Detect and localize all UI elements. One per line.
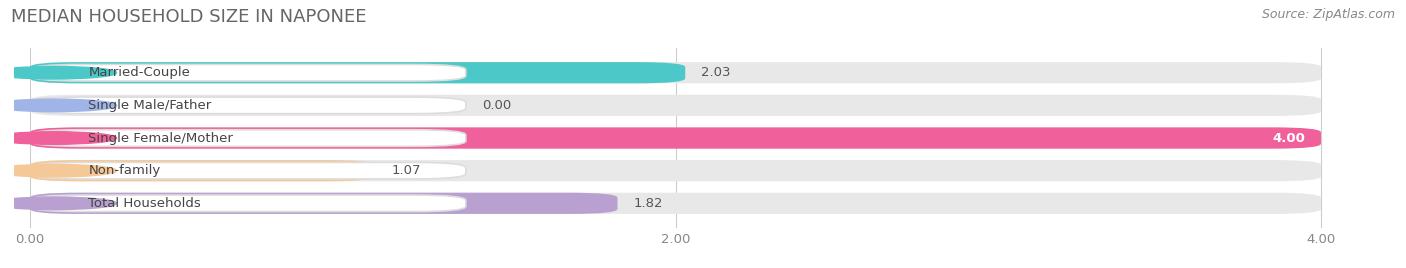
FancyBboxPatch shape	[30, 95, 1322, 116]
Text: MEDIAN HOUSEHOLD SIZE IN NAPONEE: MEDIAN HOUSEHOLD SIZE IN NAPONEE	[11, 8, 367, 26]
Text: 2.03: 2.03	[702, 66, 731, 79]
FancyBboxPatch shape	[30, 64, 465, 81]
FancyBboxPatch shape	[30, 160, 1322, 181]
Circle shape	[0, 164, 117, 177]
FancyBboxPatch shape	[30, 195, 465, 212]
Text: Source: ZipAtlas.com: Source: ZipAtlas.com	[1261, 8, 1395, 21]
Circle shape	[0, 197, 117, 210]
Circle shape	[0, 132, 117, 144]
Text: 4.00: 4.00	[1272, 132, 1305, 144]
Text: Single Male/Father: Single Male/Father	[89, 99, 211, 112]
FancyBboxPatch shape	[30, 193, 1322, 214]
FancyBboxPatch shape	[30, 130, 465, 146]
Text: Married-Couple: Married-Couple	[89, 66, 190, 79]
Circle shape	[0, 66, 117, 79]
Circle shape	[0, 99, 117, 112]
Text: 1.82: 1.82	[634, 197, 664, 210]
Text: 0.00: 0.00	[482, 99, 512, 112]
FancyBboxPatch shape	[30, 127, 1322, 149]
Text: Non-family: Non-family	[89, 164, 160, 177]
FancyBboxPatch shape	[30, 127, 1322, 149]
FancyBboxPatch shape	[30, 162, 465, 179]
FancyBboxPatch shape	[30, 62, 685, 83]
FancyBboxPatch shape	[30, 62, 1322, 83]
FancyBboxPatch shape	[30, 193, 617, 214]
FancyBboxPatch shape	[30, 97, 465, 114]
Text: Single Female/Mother: Single Female/Mother	[89, 132, 233, 144]
Text: Total Households: Total Households	[89, 197, 201, 210]
FancyBboxPatch shape	[30, 160, 375, 181]
Text: 1.07: 1.07	[392, 164, 422, 177]
